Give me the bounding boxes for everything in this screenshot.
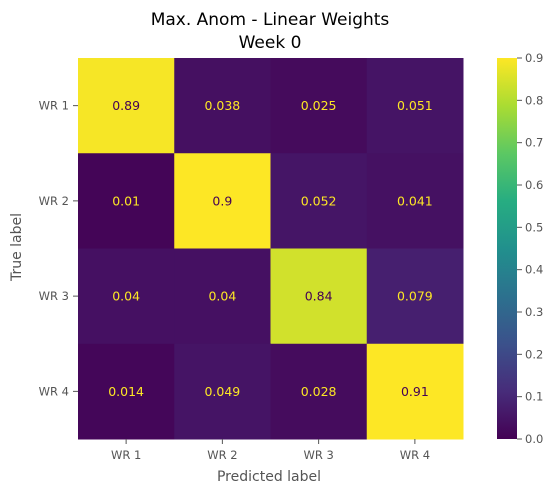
chart-subtitle: Week 0: [239, 33, 302, 53]
cell-value-label: 0.9: [212, 193, 232, 208]
heatmap-cell: [174, 248, 271, 345]
heatmap-cell: [174, 58, 271, 154]
y-axis-ticks: WR 1 WR 2 WR 3 WR 4: [39, 99, 78, 398]
cell-value-label: 0.01: [112, 193, 140, 208]
colorbar-tick-label: 0.5: [525, 220, 543, 234]
x-axis-label: Predicted label: [217, 469, 321, 485]
heatmap-cell: [78, 343, 175, 440]
colorbar: [497, 58, 517, 439]
cell-value-label: 0.91: [401, 384, 429, 399]
colorbar-tick-label: 0.0: [525, 432, 543, 446]
colorbar-tick-label: 0.9: [525, 51, 543, 65]
x-tick-label: WR 2: [207, 448, 237, 462]
heatmap-cell: [270, 248, 368, 345]
y-tick-label: WR 3: [39, 289, 69, 303]
cell-value-label: 0.89: [112, 98, 140, 113]
heatmap-cell: [78, 248, 175, 345]
colorbar-tick-label: 0.3: [525, 305, 543, 319]
heatmap-cell: [366, 343, 464, 440]
x-tick-label: WR 4: [400, 448, 430, 462]
y-axis-label: True label: [9, 213, 25, 282]
cell-value-label: 0.014: [108, 384, 144, 399]
cell-value-label: 0.04: [112, 289, 140, 304]
cell-value-label: 0.051: [397, 98, 433, 113]
heatmap-cell: [366, 153, 464, 249]
heatmap-cell: [78, 153, 175, 249]
cell-value-label: 0.04: [208, 289, 236, 304]
y-tick-label: WR 4: [39, 384, 69, 398]
colorbar-tick-label: 0.8: [525, 93, 543, 107]
cell-value-label: 0.038: [204, 98, 240, 113]
heatmap-cell: [366, 58, 464, 154]
heatmap-cell: [366, 248, 464, 345]
chart-title: Max. Anom - Linear Weights: [151, 10, 390, 30]
heatmap-cell: [270, 153, 368, 249]
heatmap-cell: [270, 343, 368, 440]
x-tick-label: WR 3: [303, 448, 333, 462]
colorbar-tick-label: 0.6: [525, 178, 543, 192]
colorbar-tick-label: 0.4: [525, 263, 543, 277]
y-tick-label: WR 1: [39, 99, 69, 113]
y-tick-label: WR 2: [39, 194, 69, 208]
heatmap-cell: [78, 58, 175, 154]
colorbar-tick-label: 0.1: [525, 390, 543, 404]
heatmap-cell: [174, 153, 271, 249]
cell-value-label: 0.052: [301, 193, 337, 208]
colorbar-tick-label: 0.2: [525, 347, 543, 361]
heatmap-cell: [270, 58, 368, 154]
cell-value-label: 0.079: [397, 289, 433, 304]
cell-value-label: 0.049: [204, 384, 240, 399]
colorbar-ticks: 0.0 0.1 0.2 0.3 0.4 0.5 0.6 0.7 0.8 0.9: [517, 51, 543, 446]
heatmap-cells: [78, 58, 464, 440]
heatmap-cell: [174, 343, 271, 440]
x-tick-label: WR 1: [111, 448, 141, 462]
colorbar-tick-label: 0.7: [525, 136, 543, 150]
cell-value-label: 0.041: [397, 193, 433, 208]
cell-value-label: 0.028: [301, 384, 337, 399]
x-axis-ticks: WR 1 WR 2 WR 3 WR 4: [111, 439, 430, 462]
cell-value-label: 0.84: [305, 289, 333, 304]
heatmap-cell-labels: 0.89 0.038 0.025 0.051 0.01 0.9 0.052 0.041 0.04…: [108, 98, 433, 399]
cell-value-label: 0.025: [301, 98, 337, 113]
